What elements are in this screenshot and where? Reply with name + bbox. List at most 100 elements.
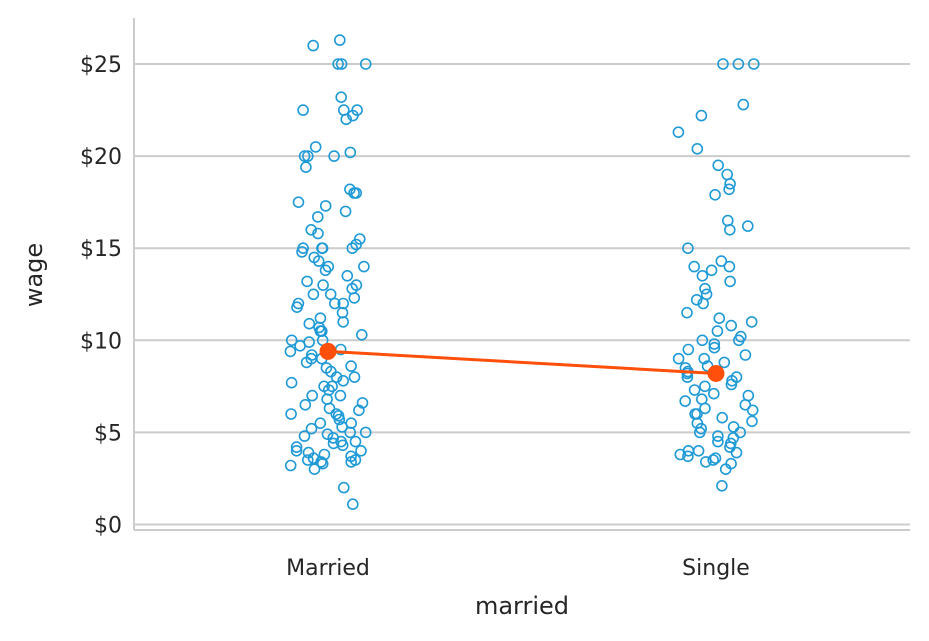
- data-point: [312, 227, 324, 240]
- data-point: [688, 260, 701, 273]
- data-point: [347, 109, 359, 122]
- data-point: [316, 457, 329, 470]
- data-point: [359, 58, 372, 70]
- data-point: [336, 421, 348, 433]
- data-point: [344, 426, 357, 439]
- data-point: [355, 444, 367, 457]
- data-point: [355, 328, 368, 341]
- data-point: [712, 159, 725, 172]
- data-point: [721, 168, 734, 181]
- data-point: [308, 463, 321, 476]
- data-point: [300, 161, 312, 173]
- data-point: [707, 454, 720, 466]
- data-point: [348, 292, 361, 304]
- data-point: [306, 389, 319, 402]
- y-tick-labels: $0 $5 $10 $15 $20 $25: [80, 53, 122, 538]
- data-point: [346, 498, 359, 511]
- data-point: [708, 338, 721, 350]
- data-point: [734, 426, 747, 439]
- data-point: [348, 371, 361, 383]
- data-point: [723, 260, 736, 273]
- data-point: [336, 439, 349, 452]
- data-point: [333, 34, 346, 46]
- data-point: [741, 220, 754, 232]
- data-point: [337, 481, 350, 494]
- data-point: [298, 430, 311, 442]
- data-point: [739, 349, 752, 361]
- data-point: [312, 255, 325, 267]
- y-tick-label: $0: [94, 513, 122, 538]
- data-point: [707, 387, 720, 400]
- data-point: [309, 141, 322, 153]
- data-point: [350, 238, 363, 251]
- x-tick-label: Single: [682, 556, 750, 581]
- x-axis-label: married: [475, 592, 569, 620]
- data-point: [716, 479, 728, 492]
- data-point: [337, 316, 350, 328]
- data-point: [340, 113, 353, 126]
- data-point: [724, 178, 736, 190]
- data-point: [716, 411, 729, 424]
- data-point: [698, 352, 711, 365]
- data-point: [709, 189, 721, 201]
- data-point: [349, 435, 362, 448]
- data-point: [307, 39, 320, 52]
- data-point: [712, 430, 724, 442]
- data-point: [284, 459, 297, 472]
- data-point: [746, 415, 758, 428]
- data-point: [296, 246, 308, 258]
- data-point: [730, 446, 743, 459]
- data-point: [292, 196, 305, 208]
- data-point: [721, 214, 734, 227]
- data-point: [681, 306, 693, 319]
- data-point: [305, 422, 318, 435]
- data-point: [695, 109, 708, 122]
- data-point: [699, 282, 711, 295]
- data-point: [709, 452, 722, 465]
- y-tick-label: $25: [80, 53, 122, 78]
- data-point: [353, 404, 365, 417]
- data-point: [314, 417, 327, 430]
- y-tick-label: $10: [80, 329, 122, 354]
- data-point: [725, 378, 738, 391]
- data-point: [299, 398, 312, 411]
- data-points: [284, 34, 760, 511]
- data-point: [300, 356, 313, 369]
- data-point: [688, 384, 701, 396]
- data-point: [294, 339, 306, 352]
- data-point: [697, 297, 710, 310]
- data-point: [699, 380, 711, 393]
- axes: [133, 18, 910, 531]
- data-point: [314, 312, 327, 325]
- data-point: [335, 58, 348, 70]
- data-point: [715, 255, 728, 267]
- y-tick-label: $5: [94, 421, 122, 446]
- data-point: [284, 345, 297, 358]
- data-point: [699, 456, 712, 468]
- data-point: [692, 444, 705, 457]
- data-point: [323, 402, 336, 415]
- data-point: [348, 187, 360, 199]
- data-point: [298, 150, 311, 162]
- data-point: [732, 334, 745, 347]
- data-point: [330, 371, 343, 383]
- data-point: [699, 402, 711, 415]
- data-point: [291, 301, 303, 314]
- data-point: [321, 428, 334, 441]
- data-point: [682, 343, 695, 356]
- data-point: [696, 334, 709, 347]
- data-point: [746, 404, 759, 417]
- x-tick-labels: Married Single: [286, 556, 750, 581]
- data-point: [301, 150, 314, 162]
- data-point: [344, 146, 357, 159]
- data-point: [297, 104, 309, 116]
- data-point: [316, 242, 329, 254]
- data-point: [682, 242, 694, 254]
- data-point: [305, 224, 318, 236]
- data-point: [723, 183, 735, 196]
- data-point: [315, 456, 327, 468]
- data-point: [358, 260, 370, 273]
- data-point: [732, 58, 745, 70]
- data-point: [691, 143, 704, 155]
